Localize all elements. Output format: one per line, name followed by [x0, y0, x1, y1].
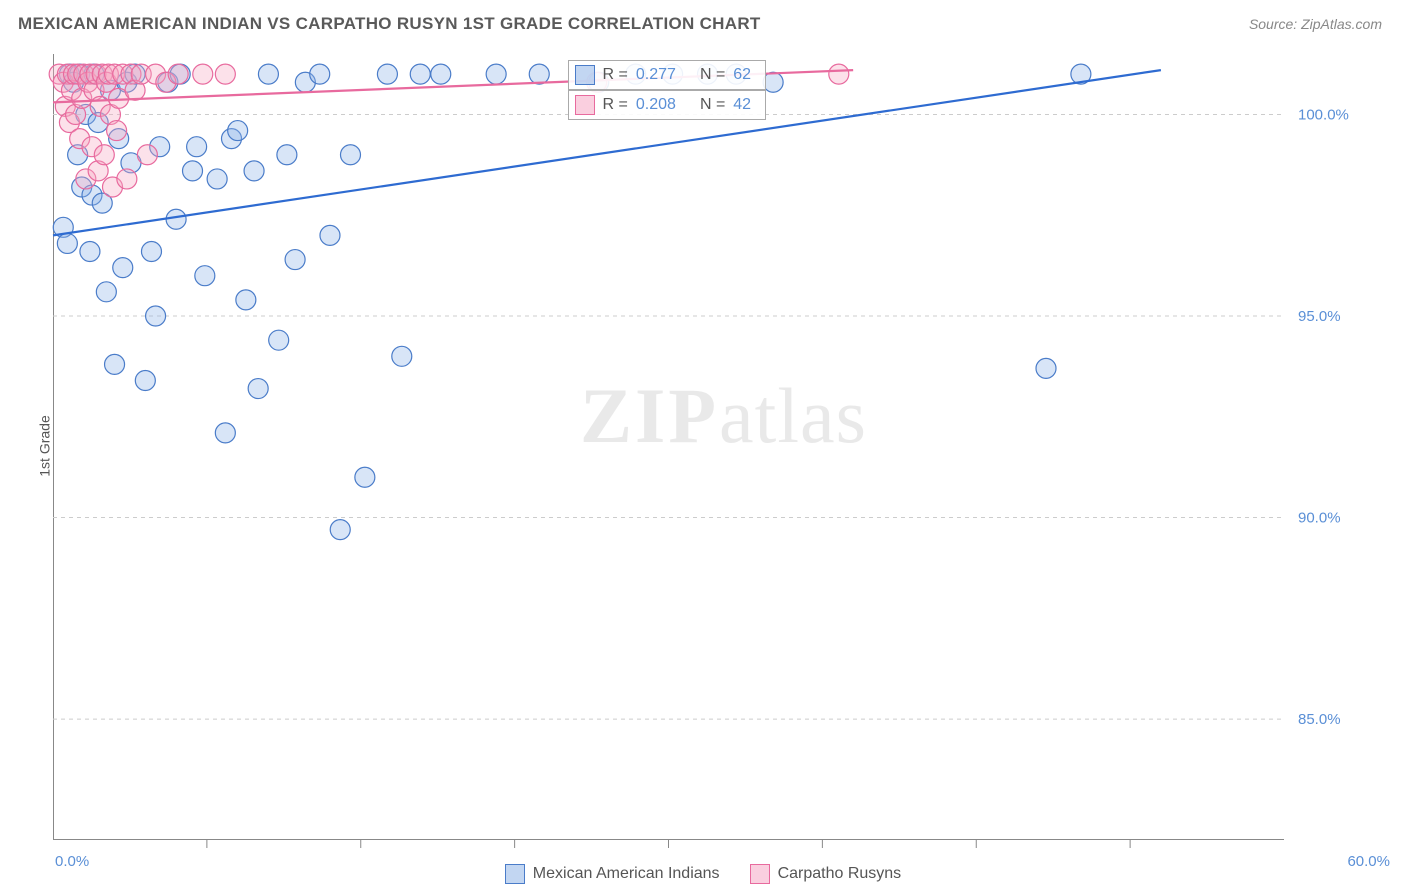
- scatter-point-pink: [215, 64, 235, 84]
- scatter-point-blue: [105, 354, 125, 374]
- stats-swatch-blue: [575, 65, 595, 85]
- scatter-point-blue: [310, 64, 330, 84]
- scatter-point-blue: [392, 346, 412, 366]
- scatter-point-blue: [277, 145, 297, 165]
- scatter-point-blue: [135, 370, 155, 390]
- scatter-point-blue: [529, 64, 549, 84]
- chart-source: Source: ZipAtlas.com: [1249, 16, 1382, 32]
- y-tick-label: 85.0%: [1298, 711, 1341, 728]
- plot-area: 100.0%95.0%90.0%85.0%0.0%60.0% ZIPatlas …: [53, 54, 1394, 840]
- scatter-point-blue: [248, 379, 268, 399]
- y-axis-title: 1st Grade: [37, 415, 53, 476]
- scatter-point-blue: [285, 250, 305, 270]
- scatter-point-pink: [168, 64, 188, 84]
- stats-n-value-2: 42: [733, 96, 751, 114]
- scatter-point-blue: [215, 423, 235, 443]
- scatter-point-blue: [113, 258, 133, 278]
- scatter-point-pink: [107, 121, 127, 141]
- scatter-point-blue: [228, 121, 248, 141]
- legend-item-pink: Carpatho Rusyns: [750, 864, 902, 884]
- scatter-point-blue: [377, 64, 397, 84]
- scatter-point-blue: [195, 266, 215, 286]
- scatter-point-pink: [137, 145, 157, 165]
- stats-box-series-2: R = 0.208 N = 42: [568, 90, 767, 120]
- scatter-point-blue: [355, 467, 375, 487]
- scatter-point-blue: [80, 242, 100, 262]
- y-tick-label: 100.0%: [1298, 106, 1349, 123]
- legend-swatch-blue: [505, 864, 525, 884]
- stats-n-value-1: 62: [733, 66, 751, 84]
- stats-r-value-2: 0.208: [636, 96, 676, 114]
- scatter-point-blue: [207, 169, 227, 189]
- scatter-point-blue: [330, 520, 350, 540]
- scatter-point-blue: [763, 72, 783, 92]
- scatter-point-blue: [431, 64, 451, 84]
- scatter-point-blue: [244, 161, 264, 181]
- scatter-point-blue: [410, 64, 430, 84]
- scatter-point-pink: [117, 169, 137, 189]
- legend-swatch-pink: [750, 864, 770, 884]
- scatter-point-blue: [486, 64, 506, 84]
- scatter-point-blue: [96, 282, 116, 302]
- scatter-point-blue: [236, 290, 256, 310]
- stats-r-value-1: 0.277: [636, 66, 676, 84]
- scatter-point-blue: [340, 145, 360, 165]
- plot-svg: 100.0%95.0%90.0%85.0%0.0%60.0%: [53, 54, 1394, 840]
- legend-label-pink: Carpatho Rusyns: [778, 865, 902, 883]
- stats-box-series-1: R = 0.277 N = 62: [568, 60, 767, 90]
- scatter-point-blue: [146, 306, 166, 326]
- y-tick-label: 95.0%: [1298, 308, 1341, 325]
- scatter-point-pink: [94, 145, 114, 165]
- y-tick-label: 90.0%: [1298, 510, 1341, 527]
- stats-r-label-2: R =: [603, 96, 628, 114]
- scatter-point-blue: [141, 242, 161, 262]
- scatter-point-blue: [269, 330, 289, 350]
- legend-label-blue: Mexican American Indians: [533, 865, 720, 883]
- scatter-point-blue: [166, 209, 186, 229]
- stats-n-label-2: N =: [700, 96, 725, 114]
- scatter-point-blue: [187, 137, 207, 157]
- scatter-point-pink: [193, 64, 213, 84]
- chart-header: MEXICAN AMERICAN INDIAN VS CARPATHO RUSY…: [0, 0, 1406, 48]
- legend: Mexican American Indians Carpatho Rusyns: [0, 864, 1406, 884]
- legend-item-blue: Mexican American Indians: [505, 864, 720, 884]
- stats-r-label-1: R =: [603, 66, 628, 84]
- stats-n-label-1: N =: [700, 66, 725, 84]
- scatter-point-pink: [829, 64, 849, 84]
- scatter-point-blue: [57, 233, 77, 253]
- scatter-point-blue: [320, 225, 340, 245]
- stats-swatch-pink: [575, 95, 595, 115]
- chart-title: MEXICAN AMERICAN INDIAN VS CARPATHO RUSY…: [18, 14, 761, 34]
- scatter-point-blue: [258, 64, 278, 84]
- scatter-point-blue: [183, 161, 203, 181]
- scatter-point-blue: [1036, 358, 1056, 378]
